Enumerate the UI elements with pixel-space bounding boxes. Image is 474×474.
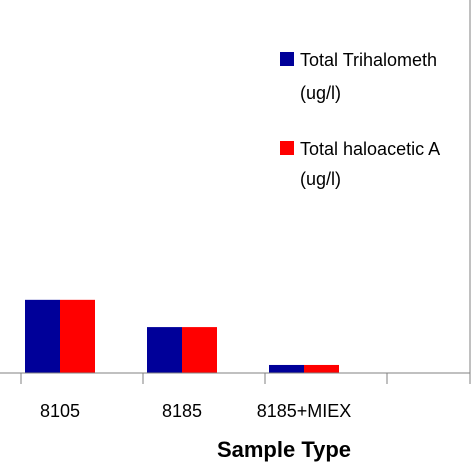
legend: Total Trihalometh (ug/l) Total haloaceti… bbox=[280, 50, 440, 189]
bar-2-8105 bbox=[60, 299, 95, 373]
bar-1-8105 bbox=[25, 299, 60, 373]
legend-label-series-2: Total haloacetic A bbox=[300, 139, 440, 159]
legend-unit-series-1: (ug/l) bbox=[300, 83, 341, 103]
category-labels-group: RAW810581858185+MIEX bbox=[40, 401, 352, 421]
x-ticks-group bbox=[20, 373, 388, 384]
legend-swatch-series-1 bbox=[280, 52, 294, 66]
legend-label-series-1: Total Trihalometh bbox=[300, 50, 437, 70]
legend-swatch-series-2 bbox=[280, 141, 294, 155]
bar-2-8185-miex bbox=[304, 364, 339, 373]
bars-group bbox=[25, 299, 339, 373]
bar-2-8185 bbox=[182, 327, 217, 373]
x-tick-label: 8185+MIEX bbox=[257, 401, 352, 421]
x-axis-title: Sample Type bbox=[217, 437, 351, 462]
x-tick-label: 8105 bbox=[40, 401, 80, 421]
bar-1-8185-miex bbox=[269, 364, 304, 373]
legend-unit-series-2: (ug/l) bbox=[300, 169, 341, 189]
bar-1-8185 bbox=[147, 327, 182, 373]
x-tick-label: 8185 bbox=[162, 401, 202, 421]
